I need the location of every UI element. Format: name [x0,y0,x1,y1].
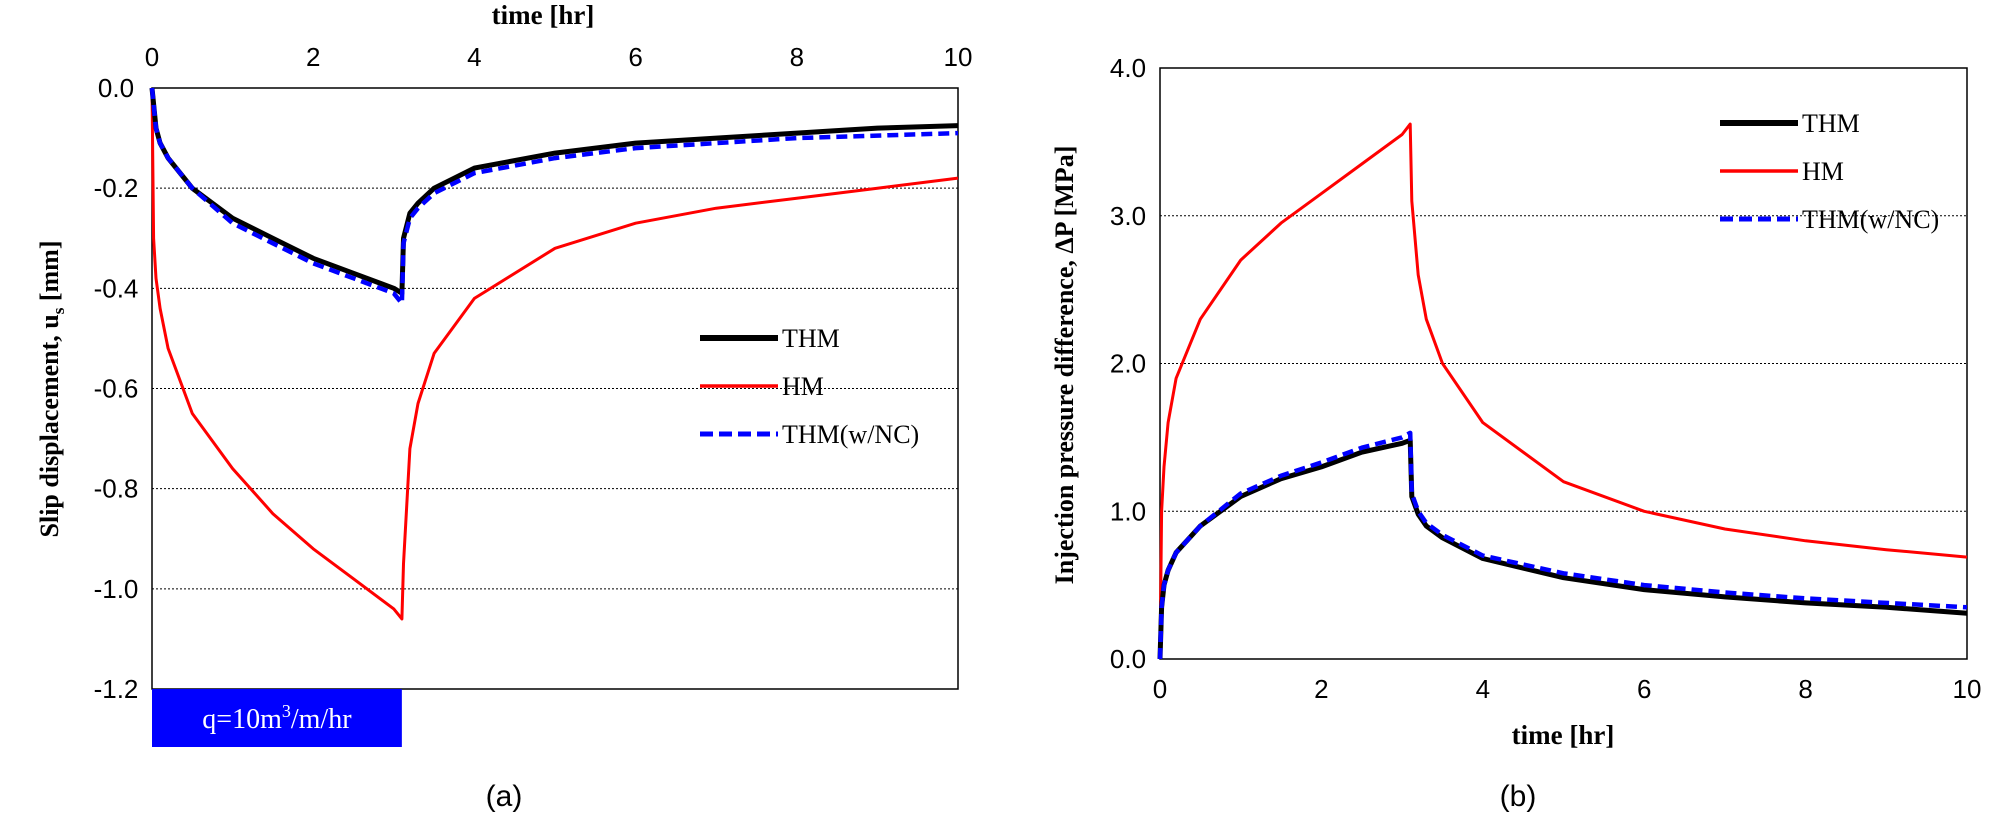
x-tick-label: 4 [467,42,481,72]
x-tick-label: 8 [1798,674,1812,704]
y-tick-label: -1.2 [94,674,139,704]
legend-label: THM [1802,109,1860,138]
series-group-a [149,87,959,621]
y-tick-label: -0.2 [94,173,139,203]
x-axis-title-a: time [hr] [492,0,595,30]
x-tick-label: 10 [1953,674,1982,704]
flow-rate-label: q=10m3/m/hr [202,701,352,735]
x-tick-label: 0 [145,42,159,72]
chart-panel-a: q=10m3/m/hr 0 2 4 6 8 10 0.0 -0.2 -0.4 -0.6 -0.8 -… [35,0,972,813]
y-tick-labels-b: 0.0 1.0 2.0 3.0 4.0 [1110,53,1146,674]
gridlines-b [1160,215,1967,512]
series-line-hm [150,87,959,621]
y-axis-title-a-unit: [mm] [35,241,64,308]
flow-rate-label-sup: 3 [282,701,291,721]
series-line-thm [1157,437,1968,660]
flow-rate-label-pre: q=10m [202,704,282,735]
panel-label-b: (b) [1500,780,1537,813]
y-tick-label: 4.0 [1110,53,1146,83]
flow-rate-annotation: q=10m3/m/hr [152,689,402,747]
flow-rate-box [152,689,402,747]
legend-label: THM [782,324,840,353]
y-tick-label: 1.0 [1110,496,1146,526]
y-axis-title-a-main: Slip displacement, u [35,314,64,537]
x-tick-labels-a: 0 2 4 6 8 10 [145,42,973,72]
y-axis-title-a-sub: s [49,307,68,314]
legend-label: HM [782,372,824,401]
series-line-hm [1158,122,1968,660]
series-group-b [1157,122,1968,660]
y-tick-label: -1.0 [94,574,139,604]
legend-label: HM [1802,157,1844,186]
x-tick-label: 2 [1314,674,1328,704]
legend-b: THM HM THM(w/NC) [1720,109,1939,234]
y-axis-title-a: Slip displacement, us [mm] [35,241,68,538]
panel-label-a: (a) [486,780,523,813]
y-tick-label: 0.0 [98,73,134,103]
x-tick-label: 4 [1476,674,1490,704]
y-tick-label: 0.0 [1110,644,1146,674]
x-tick-label: 8 [790,42,804,72]
legend-label: THM(w/NC) [782,420,919,449]
x-tick-label: 6 [1637,674,1651,704]
x-axis-title-b: time [hr] [1512,720,1615,750]
legend-label: THM(w/NC) [1802,205,1939,234]
y-tick-labels-a: 0.0 -0.2 -0.4 -0.6 -0.8 -1.0 -1.2 [94,73,139,704]
x-tick-labels-b: 0 2 4 6 8 10 [1153,674,1982,704]
x-tick-label: 6 [628,42,642,72]
series-line-thm-w-nc- [1157,430,1968,660]
x-tick-label: 10 [944,42,973,72]
y-tick-label: 3.0 [1110,201,1146,231]
y-tick-label: -0.8 [94,474,139,504]
y-tick-label: -0.6 [94,374,139,404]
y-tick-label: -0.4 [94,273,139,303]
x-tick-label: 0 [1153,674,1167,704]
x-tick-label: 2 [306,42,320,72]
series-line-thm-w-nc- [149,87,959,306]
flow-rate-label-post: /m/hr [291,704,352,735]
series-line-thm [149,87,959,296]
legend-a: THM HM THM(w/NC) [700,324,919,449]
y-tick-label: 2.0 [1110,349,1146,379]
chart-panel-b: 0 2 4 6 8 10 0.0 1.0 2.0 3.0 4.0 time [hr] Inject… [1050,53,1981,813]
y-axis-title-b: Injection pressure difference, ΔP [MPa] [1050,146,1079,585]
